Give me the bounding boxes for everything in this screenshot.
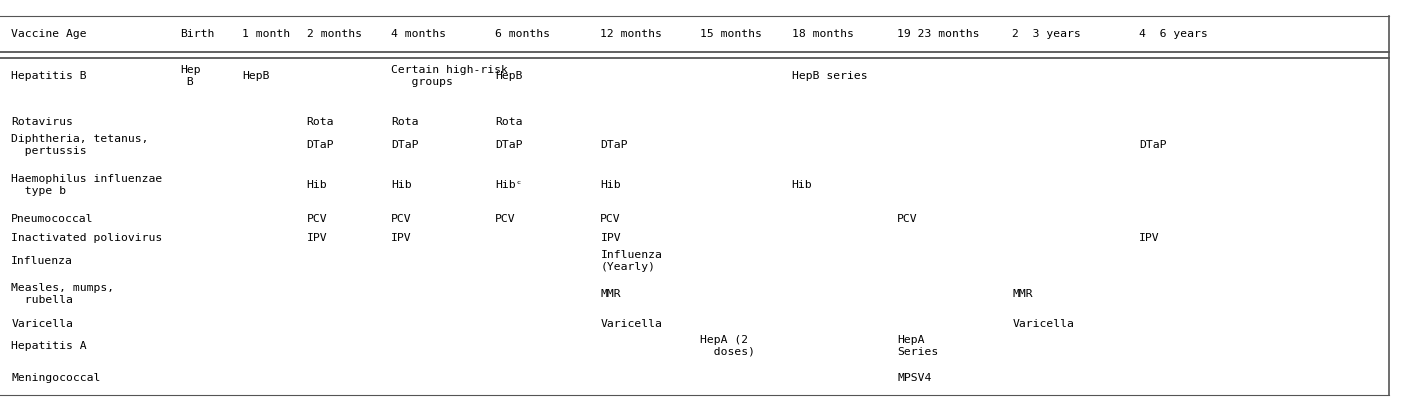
- Text: Inactivated poliovirus: Inactivated poliovirus: [11, 233, 163, 243]
- Text: PCV: PCV: [897, 214, 918, 224]
- Text: PCV: PCV: [495, 214, 516, 224]
- Text: HepB: HepB: [495, 71, 523, 81]
- Text: HepB series: HepB series: [792, 71, 868, 81]
- Text: Influenza
(Yearly): Influenza (Yearly): [600, 250, 662, 272]
- Text: Hib: Hib: [792, 180, 813, 190]
- Text: 18 months: 18 months: [792, 29, 853, 39]
- Text: PCV: PCV: [391, 214, 412, 224]
- Text: DTaP: DTaP: [391, 140, 419, 150]
- Text: Rota: Rota: [391, 117, 419, 127]
- Text: IPV: IPV: [307, 233, 328, 243]
- Text: DTaP: DTaP: [1139, 140, 1167, 150]
- Text: MPSV4: MPSV4: [897, 373, 931, 383]
- Text: Measles, mumps,
  rubella: Measles, mumps, rubella: [11, 283, 114, 305]
- Text: 15 months: 15 months: [700, 29, 762, 39]
- Text: Haemophilus influenzae
  type b: Haemophilus influenzae type b: [11, 174, 163, 196]
- Text: 1 month: 1 month: [242, 29, 290, 39]
- Text: Rotavirus: Rotavirus: [11, 117, 73, 127]
- Text: Hep
 B: Hep B: [180, 65, 201, 87]
- Text: Hepatitis A: Hepatitis A: [11, 341, 87, 351]
- Text: Hib: Hib: [600, 180, 621, 190]
- Text: MMR: MMR: [600, 289, 621, 299]
- Text: MMR: MMR: [1012, 289, 1033, 299]
- Text: Hepatitis B: Hepatitis B: [11, 71, 87, 81]
- Text: 2 months: 2 months: [307, 29, 361, 39]
- Text: Pneumococcal: Pneumococcal: [11, 214, 94, 224]
- Text: DTaP: DTaP: [495, 140, 523, 150]
- Text: PCV: PCV: [600, 214, 621, 224]
- Text: 6 months: 6 months: [495, 29, 550, 39]
- Text: HepB: HepB: [242, 71, 270, 81]
- Text: Hib: Hib: [391, 180, 412, 190]
- Text: 19 23 months: 19 23 months: [897, 29, 980, 39]
- Text: 4 months: 4 months: [391, 29, 446, 39]
- Text: HepA
Series: HepA Series: [897, 335, 938, 357]
- Text: 4  6 years: 4 6 years: [1139, 29, 1208, 39]
- Text: Varicella: Varicella: [600, 319, 662, 329]
- Text: Influenza: Influenza: [11, 256, 73, 266]
- Text: Varicella: Varicella: [11, 319, 73, 329]
- Text: Birth: Birth: [180, 29, 214, 39]
- Text: Vaccine Age: Vaccine Age: [11, 29, 87, 39]
- Text: Certain high-risk
   groups: Certain high-risk groups: [391, 65, 508, 87]
- Text: DTaP: DTaP: [307, 140, 335, 150]
- Text: Rota: Rota: [307, 117, 335, 127]
- Text: Rota: Rota: [495, 117, 523, 127]
- Text: Hibᶜ: Hibᶜ: [495, 180, 523, 190]
- Text: IPV: IPV: [1139, 233, 1160, 243]
- Text: Diphtheria, tetanus,
  pertussis: Diphtheria, tetanus, pertussis: [11, 134, 149, 156]
- Text: IPV: IPV: [391, 233, 412, 243]
- Text: HepA (2
  doses): HepA (2 doses): [700, 335, 755, 357]
- Text: Varicella: Varicella: [1012, 319, 1074, 329]
- Text: DTaP: DTaP: [600, 140, 628, 150]
- Text: 12 months: 12 months: [600, 29, 662, 39]
- Text: Hib: Hib: [307, 180, 328, 190]
- Text: PCV: PCV: [307, 214, 328, 224]
- Text: Meningococcal: Meningococcal: [11, 373, 101, 383]
- Text: 2  3 years: 2 3 years: [1012, 29, 1081, 39]
- Text: IPV: IPV: [600, 233, 621, 243]
